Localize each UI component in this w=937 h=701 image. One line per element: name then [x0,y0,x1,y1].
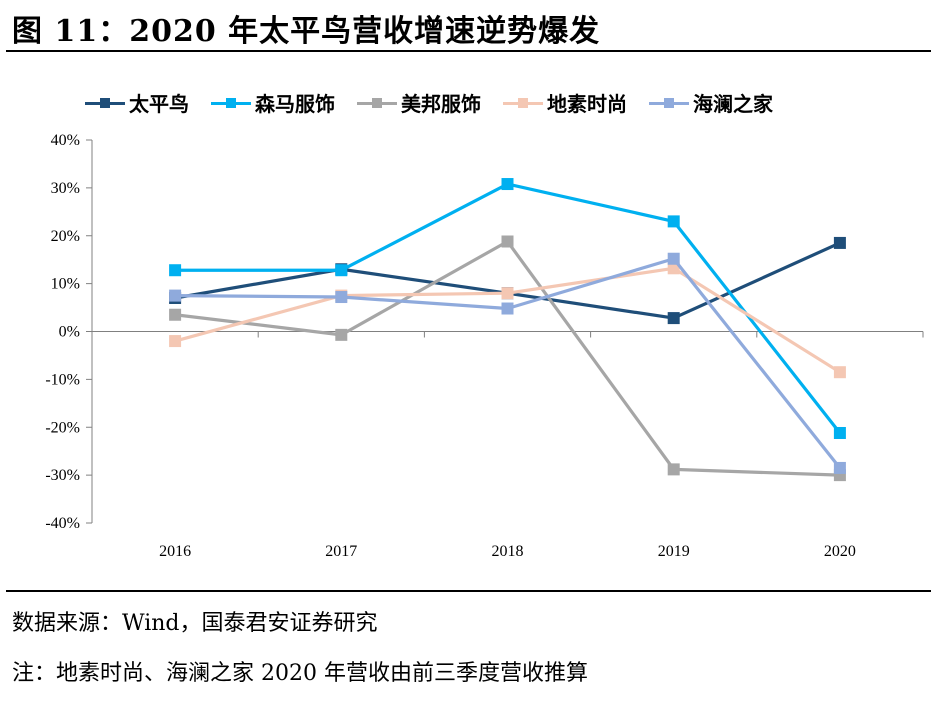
data-point [833,236,846,249]
legend-item: 美邦服饰 [357,88,481,117]
y-tick-label: 20% [51,228,80,245]
data-point [501,287,514,300]
data-point [833,461,846,474]
legend-swatch [85,97,125,109]
footer-rule [6,590,931,592]
data-point [501,302,514,315]
x-tick-label: 2019 [658,543,690,560]
legend-marker [226,97,236,108]
legend-item: 地素时尚 [503,88,627,117]
y-tick-label: 10% [51,276,80,293]
y-tick-label: -30% [45,467,80,484]
legend-item: 太平鸟 [85,88,189,117]
y-tick-label: -40% [45,515,80,532]
data-point [667,463,680,476]
legend-label: 海澜之家 [693,92,773,116]
legend-item: 森马服饰 [211,88,335,117]
remark-note: 注：地素时尚、海澜之家 2020 年营收由前三季度营收推算 [12,661,588,686]
y-tick-label: -10% [45,371,80,388]
data-point [667,262,680,275]
legend-swatch [503,97,543,109]
y-tick-label: 30% [51,180,80,197]
source-note: 数据来源：Wind，国泰君安证券研究 [12,611,378,636]
legend-swatch [649,97,689,109]
legend-marker [372,97,382,108]
data-point [833,366,846,379]
legend: 太平鸟 森马服饰 美邦服饰 地素时尚 海澜之家 [85,88,773,117]
title-rule [6,50,931,52]
x-tick-label: 2020 [824,543,856,560]
series-line-3 [174,239,840,477]
y-tick-label: -20% [45,419,80,436]
data-point [335,291,348,304]
data-point [833,426,846,439]
data-point [667,252,680,265]
data-point [667,215,680,228]
data-point [501,178,514,191]
x-tick-label: 2016 [159,543,191,560]
y-tick-label: 40% [51,132,80,149]
chart-title: 图 11：2020 年太平鸟营收增速逆势爆发 [12,14,601,49]
legend-item: 海澜之家 [649,88,773,117]
data-point [169,289,182,302]
legend-label: 美邦服饰 [401,92,481,116]
data-point [335,264,348,277]
data-point [169,264,182,277]
data-point [335,328,348,341]
legend-label: 森马服饰 [255,92,335,116]
data-point [169,308,182,321]
data-point [169,335,182,348]
x-tick-label: 2017 [325,543,357,560]
line-chart: 40% 30% 20% 10% 0% -10% -20% -30% -40% 2016 2017 20… [45,132,924,560]
legend-marker [100,97,110,108]
data-point [501,235,514,248]
legend-label: 地素时尚 [547,92,627,116]
series-line-4 [174,266,841,374]
legend-swatch [357,97,397,109]
legend-label: 太平鸟 [129,92,189,116]
y-tick-label: 0% [59,324,80,341]
legend-marker [664,97,674,108]
legend-swatch [211,97,251,109]
x-tick-label: 2018 [492,543,524,560]
data-point [667,312,680,325]
legend-marker [518,97,528,108]
